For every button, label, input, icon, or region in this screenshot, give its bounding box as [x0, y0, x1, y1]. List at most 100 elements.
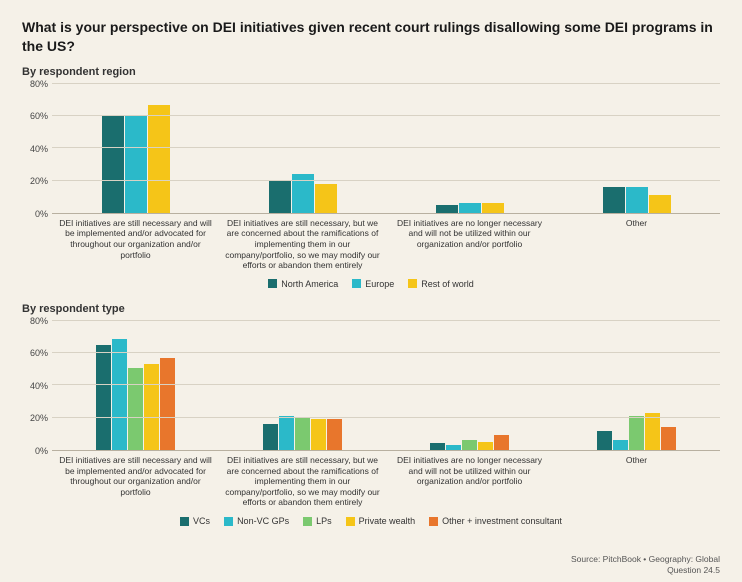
x-label: DEI initiatives are no longer necessary …	[386, 455, 553, 508]
bar	[478, 442, 493, 450]
legend-label: Rest of world	[421, 279, 474, 289]
legend-label: Other + investment consultant	[442, 516, 562, 526]
legend-label: Private wealth	[359, 516, 416, 526]
bar	[279, 416, 294, 450]
bar-group	[219, 321, 386, 450]
bar	[128, 368, 143, 450]
gridline	[52, 384, 720, 385]
bar	[629, 416, 644, 450]
bar	[125, 116, 147, 213]
bar	[148, 105, 170, 213]
bar	[649, 195, 671, 213]
legend-label: Non-VC GPs	[237, 516, 289, 526]
y-tick: 60%	[22, 111, 48, 121]
chart2-legend: VCs Non-VC GPs LPs Private wealth Other + in…	[22, 516, 720, 526]
chart-region: By respondent region 0% 20% 40% 60% 80% DEI …	[22, 66, 720, 289]
bar	[327, 419, 342, 450]
bar-group	[386, 321, 553, 450]
y-tick: 40%	[22, 381, 48, 391]
bar	[269, 181, 291, 213]
gridline	[52, 115, 720, 116]
y-tick: 40%	[22, 144, 48, 154]
x-label: DEI initiatives are still necessary and …	[52, 218, 219, 271]
legend-item: Other + investment consultant	[429, 516, 562, 526]
bar	[603, 187, 625, 213]
chart2-subtitle: By respondent type	[22, 303, 720, 315]
chart2-area: 0%20%40%60%80%	[22, 321, 720, 451]
bar	[462, 440, 477, 450]
legend-label: Europe	[365, 279, 394, 289]
legend-swatch	[303, 517, 312, 526]
bar	[613, 440, 628, 450]
bar	[482, 203, 504, 213]
bar	[494, 435, 509, 450]
y-tick: 20%	[22, 413, 48, 423]
bar	[459, 203, 481, 213]
bar	[626, 187, 648, 213]
gridline	[52, 83, 720, 84]
legend-swatch	[429, 517, 438, 526]
footer-question: Question 24.5	[571, 565, 720, 576]
x-label: DEI initiatives are still necessary, but…	[219, 218, 386, 271]
chart2-yaxis: 0%20%40%60%80%	[22, 321, 52, 451]
legend-swatch	[224, 517, 233, 526]
gridline	[52, 320, 720, 321]
bar	[645, 413, 660, 450]
chart-type: By respondent type 0% 20% 40% 60% 80% DEI in…	[22, 303, 720, 526]
x-label: DEI initiatives are still necessary and …	[52, 455, 219, 508]
y-tick: 0%	[22, 446, 48, 456]
bar-group	[553, 84, 720, 213]
gridline	[52, 180, 720, 181]
bar	[311, 419, 326, 450]
legend-item: LPs	[303, 516, 332, 526]
bar	[96, 345, 111, 450]
legend-label: North America	[281, 279, 338, 289]
legend-label: LPs	[316, 516, 332, 526]
chart2-plot	[52, 321, 720, 451]
bar	[144, 364, 159, 449]
bar	[112, 339, 127, 450]
gridline	[52, 352, 720, 353]
gridline	[52, 147, 720, 148]
legend-item: Non-VC GPs	[224, 516, 289, 526]
bar	[160, 358, 175, 450]
legend-item: Private wealth	[346, 516, 416, 526]
gridline	[52, 417, 720, 418]
chart1-legend: North America Europe Rest of world	[22, 279, 720, 289]
bar	[102, 116, 124, 213]
chart1-xlabels: DEI initiatives are still necessary and …	[52, 218, 720, 271]
bar	[430, 443, 445, 449]
legend-swatch	[346, 517, 355, 526]
y-tick: 0%	[22, 209, 48, 219]
bar-group	[553, 321, 720, 450]
legend-swatch	[352, 279, 361, 288]
bar	[597, 431, 612, 450]
chart1-yaxis: 0%20%40%60%80%	[22, 84, 52, 214]
chart1-subtitle: By respondent region	[22, 66, 720, 78]
legend-swatch	[268, 279, 277, 288]
bar-group	[219, 84, 386, 213]
bar	[661, 427, 676, 450]
bar	[446, 445, 461, 450]
chart1-area: 0%20%40%60%80%	[22, 84, 720, 214]
x-label: Other	[553, 455, 720, 508]
page-title: What is your perspective on DEI initiati…	[22, 18, 720, 56]
legend-item: Rest of world	[408, 279, 474, 289]
bar	[315, 184, 337, 213]
bar-group	[52, 321, 219, 450]
chart2-xlabels: DEI initiatives are still necessary and …	[52, 455, 720, 508]
y-tick: 60%	[22, 348, 48, 358]
y-tick: 20%	[22, 176, 48, 186]
legend-label: VCs	[193, 516, 210, 526]
legend-item: North America	[268, 279, 338, 289]
bar-group	[52, 84, 219, 213]
x-label: DEI initiatives are no longer necessary …	[386, 218, 553, 271]
y-tick: 80%	[22, 316, 48, 326]
footer: Source: PitchBook • Geography: Global Qu…	[571, 554, 720, 576]
y-tick: 80%	[22, 79, 48, 89]
legend-swatch	[408, 279, 417, 288]
legend-item: Europe	[352, 279, 394, 289]
legend-item: VCs	[180, 516, 210, 526]
x-label: Other	[553, 218, 720, 271]
bar	[263, 424, 278, 450]
